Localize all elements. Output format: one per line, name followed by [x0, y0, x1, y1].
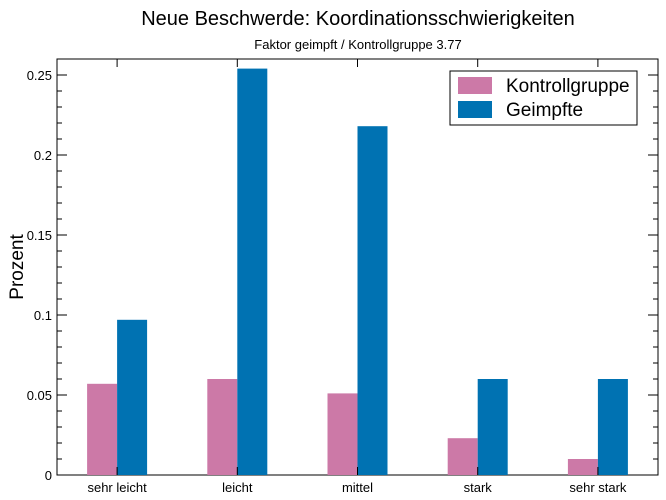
y-tick-label: 0.1	[34, 308, 52, 323]
bar-geimpfte-leicht	[237, 68, 268, 475]
legend-swatch-kontrollgruppe	[458, 77, 492, 94]
bar-kontrollgruppe-leicht	[207, 379, 238, 475]
bar-geimpfte-sehr-stark	[597, 379, 628, 475]
bar-kontrollgruppe-stark	[447, 438, 478, 475]
x-tick-label: mittel	[342, 480, 373, 495]
y-tick-label: 0.15	[27, 228, 52, 243]
y-tick-label: 0.25	[27, 68, 52, 83]
bar-geimpfte-sehr-leicht	[117, 319, 148, 475]
y-tick-label: 0.05	[27, 388, 52, 403]
legend-label-kontrollgruppe: Kontrollgruppe	[506, 76, 630, 97]
x-tick-label: stark	[464, 480, 493, 495]
y-axis-label: Prozent	[7, 234, 28, 300]
bars-group	[87, 68, 628, 475]
chart-subtitle: Faktor geimpft / Kontrollgruppe 3.77	[254, 37, 462, 52]
x-tick-label: sehr leicht	[87, 480, 147, 495]
x-tick-label: sehr stark	[569, 480, 627, 495]
bar-kontrollgruppe-sehr-leicht	[87, 383, 118, 475]
legend-swatch-geimpfte	[458, 101, 492, 118]
y-tick-label: 0	[45, 468, 52, 483]
chart-title: Neue Beschwerde: Koordinationsschwierigk…	[141, 8, 575, 30]
legend: Kontrollgruppe Geimpfte	[449, 70, 638, 126]
legend-label-geimpfte: Geimpfte	[506, 100, 583, 121]
x-axis-ticks: sehr leicht leicht mittel stark sehr stark	[87, 59, 627, 495]
y-axis-ticks: 0 0.05 0.1 0.15 0.2 0.25	[27, 58, 658, 483]
bar-kontrollgruppe-mittel	[327, 393, 358, 475]
bar-geimpfte-mittel	[357, 126, 388, 475]
x-tick-label: leicht	[222, 480, 253, 495]
bar-geimpfte-stark	[477, 379, 508, 475]
y-tick-label: 0.2	[34, 148, 52, 163]
bar-kontrollgruppe-sehr-stark	[567, 459, 598, 475]
